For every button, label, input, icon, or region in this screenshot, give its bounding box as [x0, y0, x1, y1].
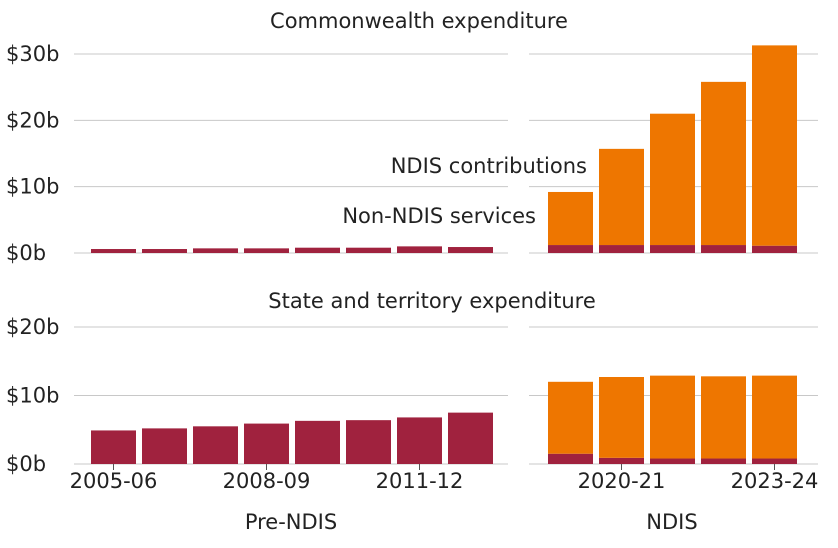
- pre-ndis-section-label: Pre-NDIS: [245, 510, 337, 534]
- ndis-bar-2019-20: [548, 191, 593, 246]
- y-tick-label: $10b: [6, 175, 59, 199]
- ndis-bar-2023-24: [752, 45, 797, 246]
- non-ndis-bar-2020-21: [599, 245, 644, 253]
- commonwealth-chart-title: Commonwealth expenditure: [270, 9, 568, 33]
- y-tick-label: $20b: [6, 108, 59, 132]
- non-ndis-bar-2021-22: [650, 458, 695, 464]
- ndis-bar-2020-21: [599, 148, 644, 246]
- ndis-bar-2021-22: [650, 113, 695, 246]
- ndis-bar-2020-21: [599, 377, 644, 458]
- x-tick-label: 2008-09: [223, 469, 311, 493]
- ndis-bar-2021-22: [650, 375, 695, 459]
- non-ndis-bar-2005-06: [91, 430, 136, 464]
- non-ndis-bar-2012-13: [448, 412, 493, 464]
- non-ndis-bar-2007-08: [193, 248, 238, 253]
- y-tick-label: $10b: [6, 384, 59, 408]
- state-chart-title: State and territory expenditure: [268, 289, 596, 313]
- non-ndis-bar-2023-24: [752, 458, 797, 464]
- ndis-contributions-annotation: NDIS contributions: [391, 154, 587, 178]
- ndis-bar-2022-23: [701, 81, 746, 246]
- non-ndis-bar-2010-11: [346, 420, 391, 464]
- bar-layer: [91, 45, 797, 464]
- non-ndis-bar-2020-21: [599, 457, 644, 464]
- non-ndis-bar-2006-07: [142, 249, 187, 253]
- x-tick-label: 2023-24: [731, 469, 819, 493]
- non-ndis-bar-2022-23: [701, 458, 746, 464]
- non-ndis-bar-2023-24: [752, 245, 797, 253]
- non-ndis-bar-2019-20: [548, 245, 593, 253]
- ndis-bar-2019-20: [548, 381, 593, 454]
- non-ndis-bar-2011-12: [397, 246, 442, 253]
- ndis-bar-2023-24: [752, 375, 797, 459]
- non-ndis-bar-2011-12: [397, 417, 442, 464]
- y-tick-label: $0b: [6, 241, 46, 265]
- non-ndis-services-annotation: Non-NDIS services: [342, 204, 536, 228]
- non-ndis-bar-2006-07: [142, 428, 187, 464]
- ndis-bar-2022-23: [701, 376, 746, 459]
- non-ndis-bar-2021-22: [650, 245, 695, 253]
- y-tick-label: $30b: [6, 42, 59, 66]
- non-ndis-bar-2019-20: [548, 453, 593, 464]
- y-tick-label: $20b: [6, 315, 59, 339]
- x-tick-label: 2005-06: [70, 469, 158, 493]
- x-tick-label: 2011-12: [376, 469, 464, 493]
- non-ndis-bar-2012-13: [448, 247, 493, 253]
- non-ndis-bar-2009-10: [295, 247, 340, 253]
- y-axis-labels: $0b $10b $20b $30b $0b $10b $20b: [6, 42, 59, 476]
- x-tick-label: 2020-21: [578, 469, 666, 493]
- non-ndis-bar-2005-06: [91, 249, 136, 253]
- non-ndis-bar-2008-09: [244, 248, 289, 253]
- ndis-section-label: NDIS: [646, 510, 697, 534]
- non-ndis-bar-2010-11: [346, 247, 391, 253]
- non-ndis-bar-2022-23: [701, 245, 746, 253]
- non-ndis-bar-2008-09: [244, 423, 289, 464]
- non-ndis-bar-2009-10: [295, 420, 340, 464]
- non-ndis-bar-2007-08: [193, 426, 238, 464]
- y-tick-label: $0b: [6, 452, 46, 476]
- x-axis-ticks: 2005-06 2008-09 2011-12 2020-21 2023-24: [70, 464, 819, 493]
